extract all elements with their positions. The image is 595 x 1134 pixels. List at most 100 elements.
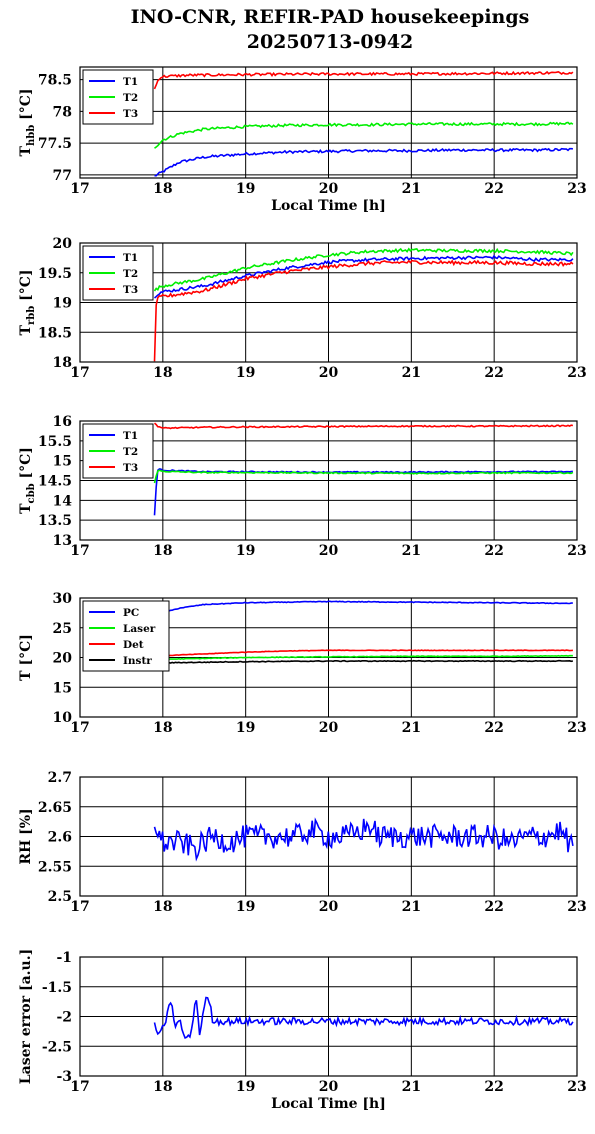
y-tick-label: 20: [53, 236, 73, 252]
x-tick-label: 20: [319, 720, 339, 736]
y-tick-label: 78: [53, 104, 72, 120]
x-tick-label: 18: [153, 1079, 172, 1095]
legend-label: PC: [123, 607, 139, 619]
chart-tbb_c: 17 18 19 20 21 22 23 13 13.5 14 14.5 15 15.5 16 Tcbb […: [18, 414, 587, 559]
x-tick-label: 23: [567, 543, 586, 559]
x-tick-label: 23: [567, 365, 586, 381]
legend-label: Instr: [123, 655, 152, 667]
x-tick-label: 19: [236, 1079, 255, 1095]
legend: T1 T2 T3: [82, 423, 154, 479]
legend: PC Laser Det Instr: [82, 600, 170, 672]
x-axis-label: Local Time [h]: [271, 198, 386, 214]
y-tick-label: 77.5: [38, 136, 72, 152]
y-tick-label: 15.5: [38, 434, 72, 450]
x-tick-label: 19: [236, 365, 255, 381]
y-tick-label: -2.5: [42, 1039, 72, 1055]
y-tick-label: 14: [53, 493, 73, 509]
y-tick-label: 2.5: [48, 889, 72, 905]
plot-frame: [79, 420, 578, 541]
x-tick-label: 20: [319, 365, 339, 381]
x-tick-label: 23: [567, 1079, 586, 1095]
x-tick-label: 17: [70, 1079, 89, 1095]
y-axis-label: Laser error [a.u.]: [18, 949, 34, 1084]
plot-frame: [79, 597, 578, 718]
x-tick-label: 22: [484, 365, 503, 381]
y-tick-label: 10: [53, 710, 73, 726]
x-tick-label: 23: [567, 181, 586, 197]
legend: T1 T2 T3: [82, 69, 154, 125]
plot-frame: [79, 776, 578, 897]
plot-frame: [79, 66, 578, 179]
series-line-t2: [153, 247, 574, 292]
series-line-det: [154, 649, 573, 658]
y-tick-label: -2: [56, 1010, 72, 1026]
y-tick-label: 77: [53, 168, 72, 184]
series-line-t1: [154, 147, 573, 177]
y-tick-label: 2.65: [38, 800, 72, 816]
legend: T1 T2 T3: [82, 245, 154, 301]
y-tick-label: 13.5: [38, 513, 72, 529]
legend-label: T1: [123, 430, 138, 442]
y-tick-label: 18.5: [38, 325, 72, 341]
x-tick-label: 20: [319, 543, 339, 559]
x-tick-label: 21: [402, 720, 421, 736]
x-tick-label: 19: [236, 720, 255, 736]
x-tick-label: 20: [319, 181, 339, 197]
y-tick-label: 2.7: [48, 770, 72, 786]
y-tick-label: 2.6: [48, 830, 72, 846]
series-line-t3: [153, 259, 574, 362]
figure-title-line1: INO-CNR, REFIR-PAD housekeepings: [131, 6, 530, 28]
series-line-t3: [153, 422, 574, 430]
y-tick-label: 13: [53, 533, 72, 549]
series-line-t2: [153, 469, 574, 484]
y-tick-label: 25: [53, 621, 72, 637]
x-tick-label: 17: [70, 720, 89, 736]
y-axis-label: RH [%]: [18, 808, 34, 864]
legend-label: T1: [123, 76, 138, 88]
legend-label: T3: [123, 462, 138, 474]
x-tick-label: 19: [236, 543, 255, 559]
legend-label: T2: [123, 92, 138, 104]
chart-laser: 17 18 19 20 21 22 23 -3 -2.5 -2 -1.5 -1 Laser error …: [18, 949, 587, 1112]
y-tick-label: 16: [53, 414, 72, 430]
x-tick-label: 22: [484, 181, 503, 197]
legend-label: T3: [123, 284, 138, 296]
legend-label: T1: [123, 252, 138, 264]
figure-title-line2: 20250713-0942: [247, 31, 414, 53]
legend-box: [82, 69, 154, 125]
x-tick-label: 18: [153, 365, 172, 381]
x-tick-label: 21: [402, 899, 421, 915]
y-tick-label: -3: [56, 1069, 72, 1085]
x-tick-label: 19: [236, 899, 255, 915]
x-tick-label: 17: [70, 181, 89, 197]
series-line-t1: [153, 254, 574, 299]
series-line-instr: [154, 659, 574, 665]
y-axis-label: Trbb [°C]: [18, 270, 37, 336]
x-axis-label: Local Time [h]: [271, 1096, 386, 1112]
x-tick-label: 22: [484, 543, 503, 559]
x-tick-label: 18: [153, 543, 172, 559]
chart-temps: 17 18 19 20 21 22 23 10 15 20 25 30 T [°C] PC Laser Det…: [18, 591, 587, 736]
series-line-data: [153, 817, 574, 862]
x-tick-label: 21: [402, 181, 421, 197]
y-tick-label: 30: [53, 591, 73, 607]
y-tick-label: 15: [53, 454, 72, 470]
series-line-t1: [153, 468, 573, 516]
series-line-t3: [153, 70, 574, 90]
x-tick-label: 22: [484, 899, 503, 915]
x-tick-label: 17: [70, 365, 89, 381]
x-tick-label: 18: [153, 181, 172, 197]
legend-label: Det: [123, 639, 144, 651]
y-tick-label: 78.5: [38, 73, 72, 89]
x-tick-label: 17: [70, 543, 89, 559]
x-tick-label: 18: [153, 720, 172, 736]
legend-label: T2: [123, 446, 138, 458]
series-line-laser: [154, 654, 573, 661]
legend-label: Laser: [123, 623, 156, 635]
x-tick-label: 22: [484, 1079, 503, 1095]
series-line-pc: [154, 600, 573, 620]
